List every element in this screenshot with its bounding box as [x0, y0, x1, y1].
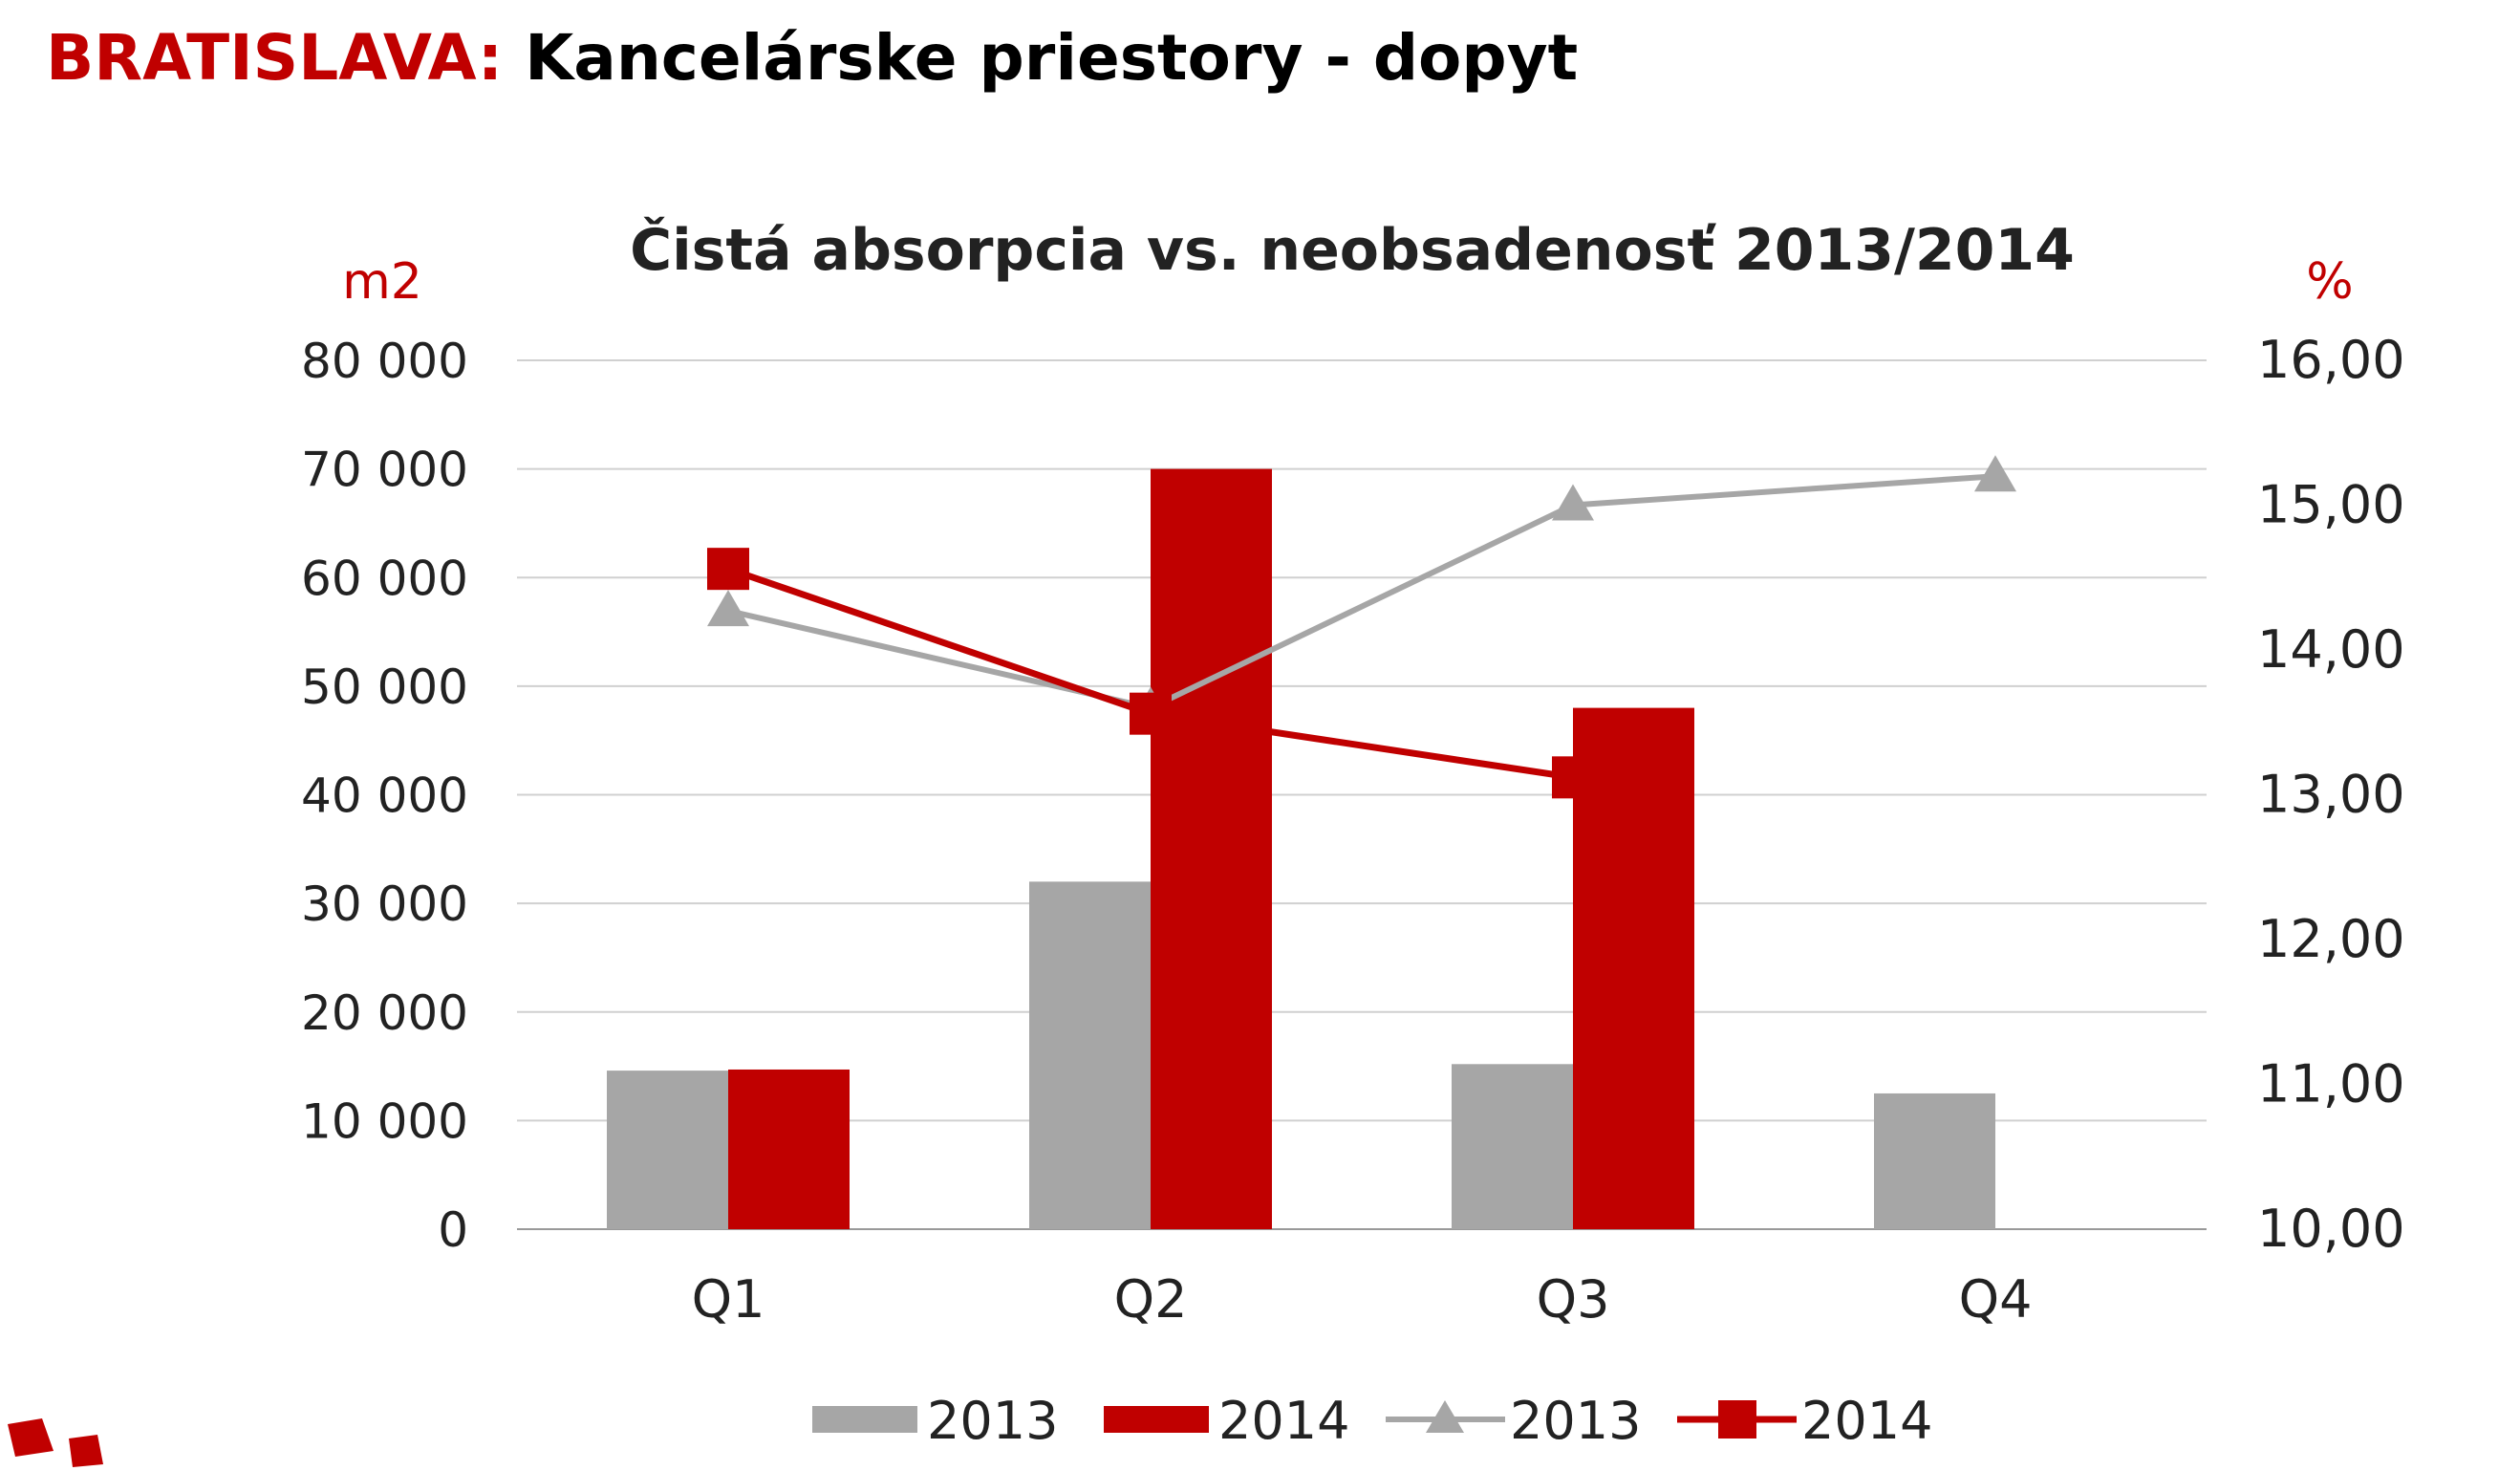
y-tick-label: 80 000 [301, 334, 468, 389]
legend-label: 2013 [1510, 1391, 1641, 1451]
y2-axis-label: % [2306, 253, 2353, 311]
x-tick-label: Q1 [692, 1269, 765, 1330]
y-tick-label: 10 000 [301, 1093, 468, 1149]
x-tick-label: Q2 [1114, 1269, 1188, 1330]
logo [8, 1418, 103, 1467]
y2-tick-label: 16,00 [2257, 330, 2405, 390]
legend-label: 2014 [1218, 1391, 1349, 1451]
y2-tick-label: 15,00 [2257, 475, 2405, 535]
legend-swatch-bar-2014 [1104, 1406, 1209, 1433]
marker-triangle [707, 590, 749, 627]
marker-triangle [1426, 1400, 1464, 1433]
y2-tick-label: 14,00 [2257, 619, 2405, 680]
marker-square [1130, 692, 1172, 735]
marker-square [1552, 756, 1594, 799]
page-title: BRATISLAVA: Kancelárske priestory - dopy… [46, 21, 1578, 95]
y-tick-label: 30 000 [301, 876, 468, 932]
y-tick-label: 40 000 [301, 768, 468, 824]
y2-tick-label: 10,00 [2257, 1199, 2405, 1259]
marker-square [1718, 1400, 1756, 1439]
bar-2013-Q4 [1874, 1092, 1995, 1229]
legend-swatch-bar-2013 [812, 1406, 917, 1433]
x-tick-label: Q4 [1959, 1269, 2033, 1330]
y-tick-label: 0 [438, 1202, 468, 1258]
y-tick-label: 70 000 [301, 443, 468, 498]
y-tick-label: 60 000 [301, 551, 468, 606]
y2-tick-label: 13,00 [2257, 765, 2405, 825]
y2-tick-label: 12,00 [2257, 909, 2405, 969]
legend-label: 2014 [1801, 1391, 1932, 1451]
title-rest: Kancelárske priestory - dopyt [503, 21, 1579, 95]
x-tick-label: Q3 [1537, 1269, 1610, 1330]
bar-2013-Q2 [1029, 881, 1151, 1229]
marker-square [707, 548, 749, 591]
bar-2013-Q1 [607, 1071, 728, 1229]
title-city: BRATISLAVA: [46, 21, 504, 95]
bar-2014-Q1 [728, 1069, 850, 1229]
y-tick-label: 20 000 [301, 985, 468, 1041]
chart-title: Čistá absorpcia vs. neobsadenosť 2013/20… [630, 216, 2075, 284]
bar-2014-Q2 [1151, 468, 1272, 1229]
marker-triangle [1974, 455, 2016, 492]
bar-2013-Q3 [1452, 1064, 1573, 1229]
y2-tick-label: 11,00 [2257, 1054, 2405, 1114]
line-2013-vacancy-2013 [727, 473, 1996, 711]
y-axis-label: m2 [342, 253, 422, 311]
y-tick-label: 50 000 [301, 660, 468, 715]
legend-label: 2013 [927, 1391, 1058, 1451]
marker-triangle [1552, 484, 1594, 521]
